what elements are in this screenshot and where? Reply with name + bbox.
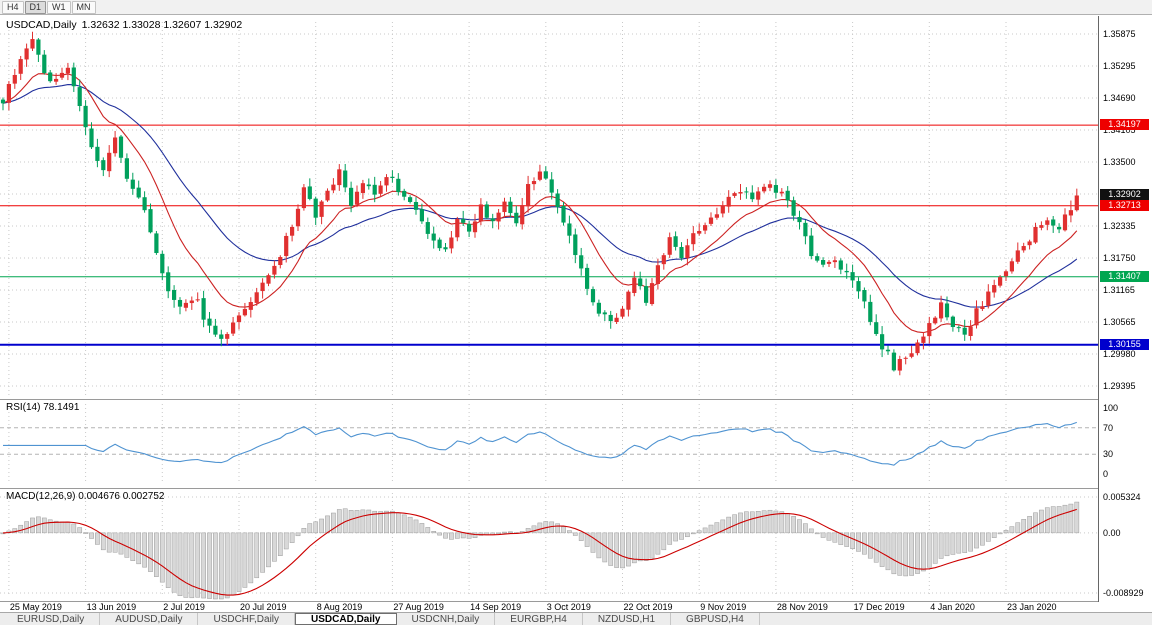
price-tick-label: 1.32335 <box>1103 221 1136 231</box>
level-price-badge: 1.34197 <box>1100 119 1149 131</box>
level-price-badge: 1.30155 <box>1100 338 1149 350</box>
date-label: 23 Jan 2020 <box>1007 602 1057 612</box>
macd-panel[interactable]: MACD(12,26,9) 0.004676 0.002752 <box>0 489 1098 601</box>
date-label: 8 Aug 2019 <box>316 602 363 612</box>
tab-usdcnh[interactable]: USDCNH,Daily <box>397 613 496 625</box>
date-label: 25 May 2019 <box>9 602 62 612</box>
price-tick-label: 1.31165 <box>1103 285 1135 295</box>
macd-chart-canvas[interactable] <box>0 489 1098 601</box>
tab-eurgbp[interactable]: EURGBP,H4 <box>495 613 583 625</box>
rsi-tick-label: 0 <box>1103 469 1109 479</box>
price-axis[interactable]: 1.358751.352951.346901.341051.335001.329… <box>1098 16 1152 602</box>
panel-divider[interactable] <box>0 488 1152 489</box>
timeframe-button-mn[interactable]: MN <box>71 0 96 14</box>
price-chart-canvas[interactable] <box>0 16 1098 399</box>
tab-eurusd[interactable]: EURUSD,Daily <box>2 613 101 625</box>
macd-label: MACD(12,26,9) 0.004676 0.002752 <box>6 491 165 502</box>
level-price-badge: 1.32713 <box>1100 199 1149 211</box>
timeframe-button-h4[interactable]: H4 <box>2 0 24 14</box>
current-price-badge: 1.32902 <box>1100 189 1149 201</box>
date-label: 22 Oct 2019 <box>623 602 673 612</box>
rsi-chart-canvas[interactable] <box>0 400 1098 488</box>
price-tick-label: 1.29980 <box>1103 349 1136 359</box>
date-label: 3 Oct 2019 <box>546 602 591 612</box>
date-label: 9 Nov 2019 <box>700 602 747 612</box>
tab-audusd[interactable]: AUDUSD,Daily <box>100 613 199 625</box>
price-tick-label: 1.31750 <box>1103 253 1136 263</box>
date-label: 27 Aug 2019 <box>393 602 444 612</box>
tab-usdchf[interactable]: USDCHF,Daily <box>198 613 296 625</box>
date-label: 14 Sep 2019 <box>470 602 522 612</box>
rsi-tick-label: 100 <box>1103 403 1119 413</box>
time-axis[interactable]: 25 May 2019 13 Jun 2019 2 Jul 2019 20 Jul 2… <box>0 602 1098 612</box>
price-tick-label: 1.29395 <box>1103 381 1136 391</box>
tab-usdcad[interactable]: USDCAD,Daily <box>295 613 397 625</box>
tab-gbpusd[interactable]: GBPUSD,H4 <box>671 613 760 625</box>
date-label: 17 Dec 2019 <box>853 602 905 612</box>
panel-divider <box>0 601 1152 602</box>
macd-tick-label: 0.00 <box>1103 527 1121 538</box>
price-panel[interactable]: USDCAD,Daily 1.32632 1.33028 1.32607 1.32… <box>0 16 1098 399</box>
price-tick-label: 1.30565 <box>1103 317 1136 327</box>
date-label: 28 Nov 2019 <box>776 602 828 612</box>
price-tick-label: 1.35295 <box>1103 61 1136 71</box>
price-tick-label: 1.35875 <box>1103 29 1136 39</box>
rsi-tick-label: 70 <box>1103 422 1114 433</box>
ohlc-values: 1.32632 1.33028 1.32607 1.32902 <box>81 19 243 31</box>
level-price-badge: 1.31407 <box>1100 270 1149 282</box>
timeframe-button-d1[interactable]: D1 <box>24 0 47 14</box>
timeframe-button-w1[interactable]: W1 <box>47 0 71 14</box>
date-label: 13 Jun 2019 <box>86 602 137 612</box>
date-label: 20 Jul 2019 <box>240 602 287 612</box>
price-tick-label: 1.34690 <box>1103 93 1136 103</box>
timeframe-toolbar: H4 D1 W1 MN <box>0 0 1152 15</box>
panel-divider[interactable] <box>0 399 1152 400</box>
rsi-tick-label: 30 <box>1103 449 1114 460</box>
chart-tab-bar: EURUSD,Daily AUDUSD,Daily USDCHF,Daily USDC… <box>0 612 1152 625</box>
macd-tick-label: 0.005324 <box>1103 492 1141 502</box>
rsi-panel[interactable]: RSI(14) 78.1491 <box>0 400 1098 488</box>
price-tick-label: 1.33500 <box>1103 157 1136 167</box>
date-label: 2 Jul 2019 <box>163 602 205 612</box>
symbol-title: USDCAD,Daily <box>6 19 77 31</box>
date-label: 4 Jan 2020 <box>930 602 975 612</box>
rsi-label: RSI(14) 78.1491 <box>6 402 80 413</box>
tab-nzdusd[interactable]: NZDUSD,H1 <box>583 613 672 625</box>
macd-tick-label: -0.008929 <box>1103 588 1144 598</box>
chart-title: USDCAD,Daily 1.32632 1.33028 1.32607 1.32… <box>6 19 242 31</box>
